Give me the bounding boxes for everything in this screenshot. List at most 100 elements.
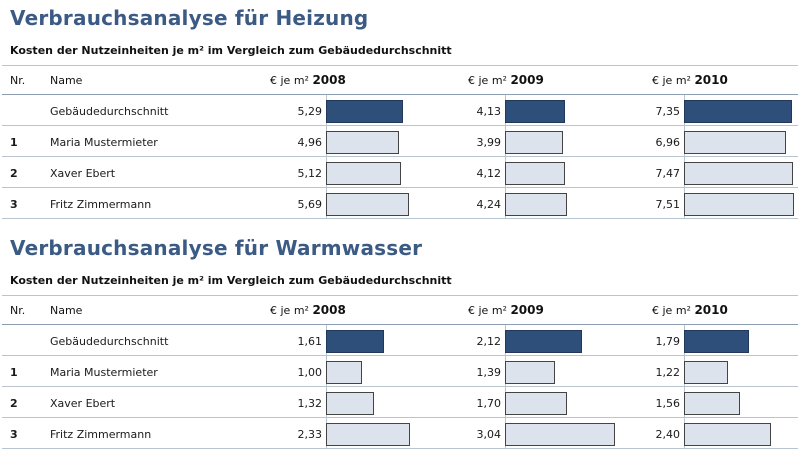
unit-bar [684, 131, 786, 154]
value-label: 2,12 [476, 335, 502, 348]
unit-label: € je m² [468, 74, 507, 87]
section-title: Verbrauchsanalyse für Heizung [10, 6, 369, 30]
row-divider [2, 417, 798, 418]
unit-bar [505, 193, 567, 216]
column-header-name: Name [50, 74, 83, 87]
column-separator [505, 325, 506, 449]
row-divider [2, 125, 798, 126]
column-header-year: € je m² 2009 [468, 73, 544, 87]
column-header-year: € je m² 2009 [468, 303, 544, 317]
average-bar [684, 330, 749, 353]
value-label: 3,99 [476, 136, 502, 149]
unit-bar [684, 162, 793, 185]
value-label: 5,69 [297, 198, 323, 211]
value-label: 7,47 [655, 167, 681, 180]
year-label: 2010 [694, 303, 728, 317]
unit-bar [326, 193, 409, 216]
average-bar [505, 330, 582, 353]
average-bar [326, 330, 384, 353]
column-header-year: € je m² 2010 [652, 303, 728, 317]
column-separator [684, 95, 685, 219]
average-bar [326, 100, 403, 123]
divider [2, 295, 798, 296]
unit-bar [326, 131, 399, 154]
divider [2, 94, 798, 95]
unit-label: € je m² [468, 304, 507, 317]
unit-bar [505, 423, 615, 446]
row-divider [2, 187, 798, 188]
value-label: 6,96 [655, 136, 681, 149]
column-separator [326, 325, 327, 449]
year-label: 2010 [694, 73, 728, 87]
unit-bar [684, 361, 728, 384]
row-name: Xaver Ebert [50, 397, 116, 410]
row-number: 3 [10, 428, 18, 441]
unit-bar [505, 162, 565, 185]
column-separator [326, 95, 327, 219]
unit-label: € je m² [652, 304, 691, 317]
row-number: 2 [10, 397, 18, 410]
value-label: 3,04 [476, 428, 502, 441]
column-separator [505, 95, 506, 219]
value-label: 1,79 [655, 335, 681, 348]
column-header-year: € je m² 2008 [270, 303, 346, 317]
value-label: 5,12 [297, 167, 323, 180]
row-number: 1 [10, 366, 18, 379]
row-divider [2, 218, 798, 219]
year-label: 2009 [510, 303, 544, 317]
section-subtitle: Kosten der Nutzeinheiten je m² im Vergle… [10, 44, 452, 57]
unit-bar [326, 361, 362, 384]
row-name: Gebäudedurchschnitt [50, 335, 169, 348]
row-name: Gebäudedurchschnitt [50, 105, 169, 118]
value-label: 1,56 [655, 397, 681, 410]
value-label: 7,51 [655, 198, 681, 211]
unit-bar [505, 361, 555, 384]
unit-label: € je m² [270, 304, 309, 317]
value-label: 2,33 [297, 428, 323, 441]
unit-bar [684, 193, 794, 216]
unit-bar [684, 423, 771, 446]
average-bar [684, 100, 792, 123]
value-label: 1,00 [297, 366, 323, 379]
unit-label: € je m² [270, 74, 309, 87]
unit-label: € je m² [652, 74, 691, 87]
value-label: 7,35 [655, 105, 681, 118]
column-header-name: Name [50, 304, 83, 317]
value-label: 4,96 [297, 136, 323, 149]
row-divider [2, 355, 798, 356]
row-name: Maria Mustermieter [50, 366, 158, 379]
value-label: 1,39 [476, 366, 502, 379]
value-label: 2,40 [655, 428, 681, 441]
year-label: 2008 [312, 303, 346, 317]
unit-bar [326, 423, 410, 446]
row-divider [2, 156, 798, 157]
unit-bar [505, 131, 563, 154]
value-label: 4,13 [476, 105, 502, 118]
average-bar [505, 100, 565, 123]
row-number: 1 [10, 136, 18, 149]
row-number: 2 [10, 167, 18, 180]
value-label: 5,29 [297, 105, 323, 118]
row-number: 3 [10, 198, 18, 211]
column-header-year: € je m² 2008 [270, 73, 346, 87]
year-label: 2008 [312, 73, 346, 87]
section-title: Verbrauchsanalyse für Warmwasser [10, 236, 423, 260]
section-subtitle: Kosten der Nutzeinheiten je m² im Vergle… [10, 274, 452, 287]
row-divider [2, 386, 798, 387]
row-name: Fritz Zimmermann [50, 198, 152, 211]
value-label: 1,61 [297, 335, 323, 348]
value-label: 4,12 [476, 167, 502, 180]
divider [2, 65, 798, 66]
value-label: 1,22 [655, 366, 681, 379]
row-divider [2, 448, 798, 449]
divider [2, 324, 798, 325]
value-label: 4,24 [476, 198, 502, 211]
value-label: 1,32 [297, 397, 323, 410]
row-name: Fritz Zimmermann [50, 428, 152, 441]
unit-bar [505, 392, 567, 415]
column-separator [684, 325, 685, 449]
unit-bar [684, 392, 740, 415]
value-label: 1,70 [476, 397, 502, 410]
row-name: Xaver Ebert [50, 167, 116, 180]
column-header-nr: Nr. [10, 304, 26, 317]
